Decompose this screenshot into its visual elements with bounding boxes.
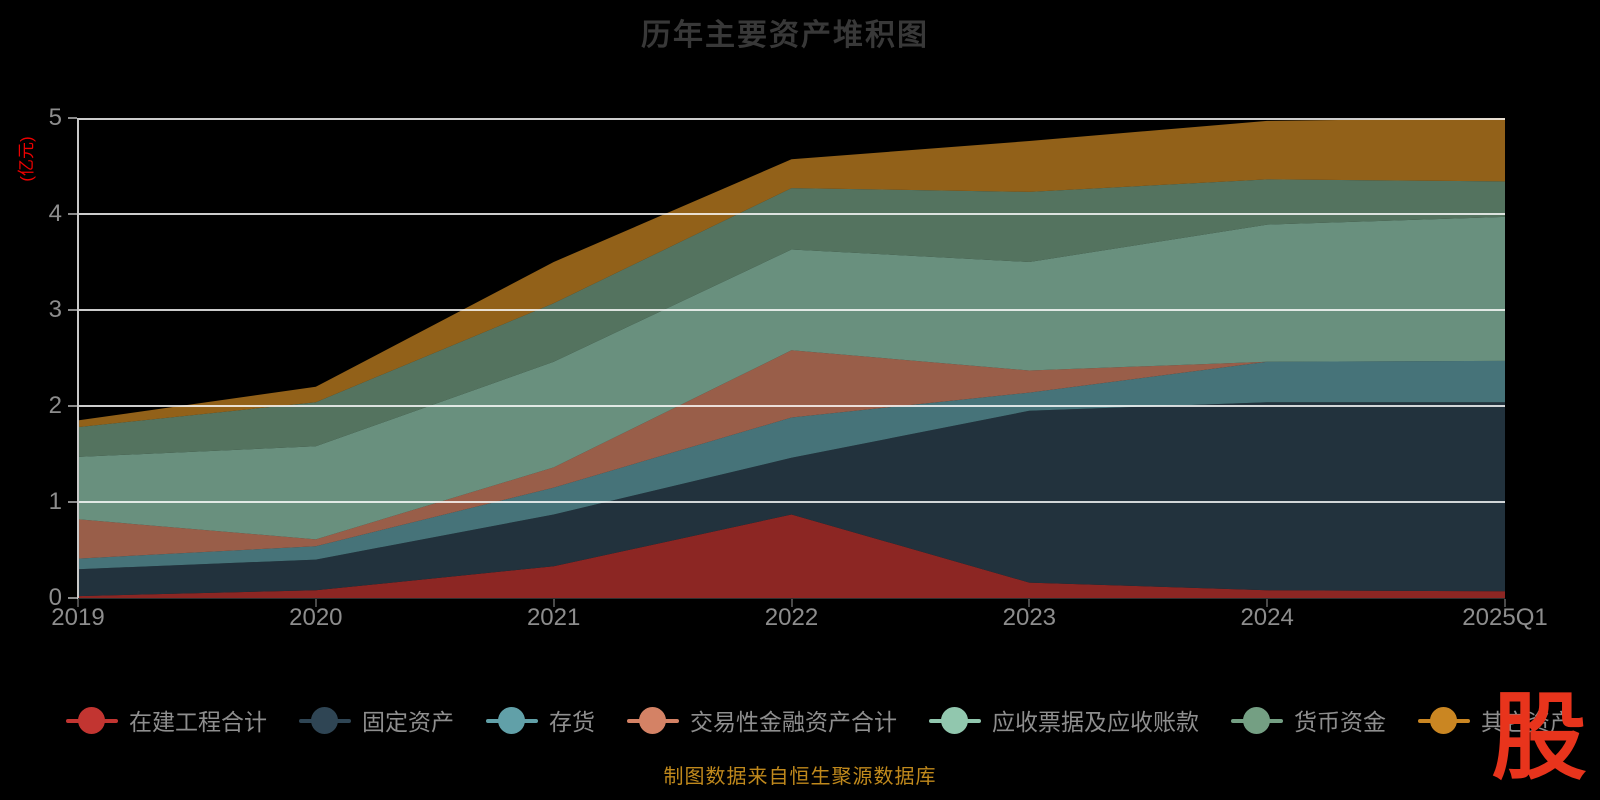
legend-line-circle-icon [627, 706, 679, 734]
legend-label: 其它资产 [1481, 709, 1573, 735]
x-axis-line [78, 598, 1505, 599]
x-axis-tick-label: 2022 [764, 604, 819, 631]
x-axis-tick-label: 2019 [51, 604, 105, 631]
y-axis-tick [68, 213, 77, 215]
stock-logo: 股 [1491, 685, 1587, 791]
legend-label: 应收票据及应收账款 [992, 709, 1199, 735]
area-band-交易性金融资产合计 [78, 350, 1505, 559]
area-band-货币资金 [78, 179, 1505, 457]
source-caption: 制图数据来自恒生聚源数据库 [663, 766, 937, 788]
area-band-应收票据及应收账款 [78, 216, 1505, 540]
x-axis-tick [552, 599, 555, 607]
y-axis-tick-label: 0 [48, 584, 62, 611]
x-axis-tick [1028, 599, 1031, 607]
x-axis-tick-label: 2024 [1240, 604, 1294, 631]
legend: 在建工程合计 固定资产 存货 交易性金融资产合计 应收票据及应收账款 货币资金 其它资产 [66, 702, 1573, 738]
legend-label: 货币资金 [1294, 709, 1386, 735]
chart-title: 历年主要资产堆积图 [641, 19, 929, 52]
x-axis-tick-label: 2021 [526, 604, 581, 631]
legend-item-货币资金[interactable]: 货币资金 [1231, 703, 1386, 737]
x-axis-tick-label: 2025Q1 [1462, 604, 1548, 631]
x-axis-tick-label: 2023 [1002, 604, 1057, 631]
y-axis-tick [68, 405, 77, 407]
y-axis-line [77, 118, 79, 606]
legend-item-在建工程合计[interactable]: 在建工程合计 [66, 703, 267, 737]
x-axis-tick-label: 2020 [289, 604, 343, 631]
legend-item-应收票据及应收账款[interactable]: 应收票据及应收账款 [929, 703, 1199, 737]
y-axis-tick [68, 597, 77, 599]
area-band-其它资产 [78, 118, 1505, 428]
x-axis-tick [1266, 599, 1269, 607]
y-axis-tick-label: 5 [48, 104, 62, 131]
x-axis-tick [790, 599, 793, 607]
area-band-在建工程合计 [78, 514, 1505, 598]
area-band-固定资产 [78, 402, 1505, 597]
legend-label: 交易性金融资产合计 [690, 709, 897, 735]
x-axis-tick [1504, 599, 1506, 607]
legend-line-circle-icon [66, 706, 118, 734]
legend-label: 存货 [549, 709, 595, 735]
legend-line-circle-icon [929, 706, 981, 734]
legend-item-存货[interactable]: 存货 [486, 703, 595, 737]
legend-item-固定资产[interactable]: 固定资产 [299, 703, 454, 737]
legend-line-circle-icon [1231, 706, 1283, 734]
y-axis-tick-label: 3 [48, 296, 62, 323]
x-axis-tick [77, 599, 79, 607]
y-axis-tick [68, 309, 77, 311]
legend-line-circle-icon [1418, 706, 1470, 734]
legend-line-circle-icon [299, 706, 351, 734]
area-band-存货 [78, 360, 1505, 570]
y-axis-tick-label: 2 [48, 392, 62, 419]
legend-item-其它资产[interactable]: 其它资产 [1418, 703, 1573, 737]
plot-area [78, 118, 1505, 598]
legend-line-circle-icon [486, 706, 538, 734]
legend-label: 在建工程合计 [129, 709, 267, 735]
y-axis-tick [68, 117, 77, 119]
y-axis-tick [68, 501, 77, 503]
legend-label: 固定资产 [362, 709, 454, 735]
legend-item-交易性金融资产合计[interactable]: 交易性金融资产合计 [627, 703, 897, 737]
y-axis-tick-label: 4 [48, 200, 62, 227]
y-axis-tick-label: 1 [48, 488, 62, 515]
x-axis-tick [314, 599, 317, 607]
stacked-area-chart [78, 118, 1505, 598]
